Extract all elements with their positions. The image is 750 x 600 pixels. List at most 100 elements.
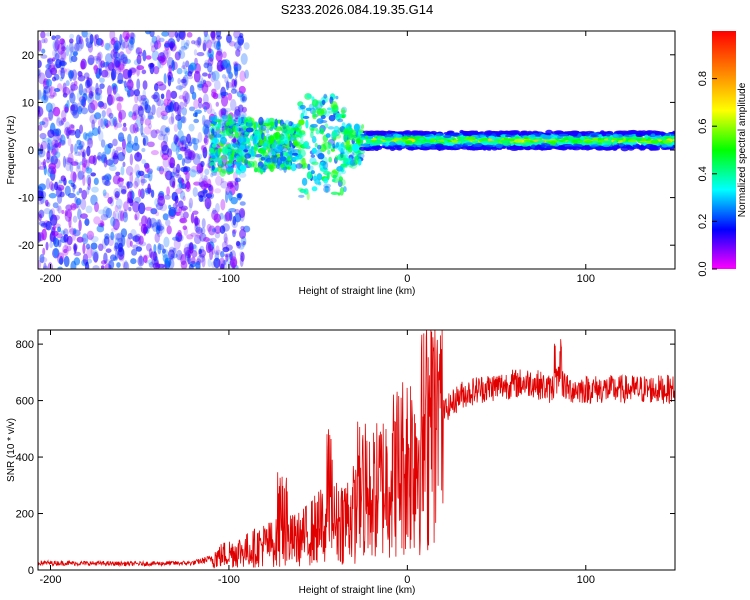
spectrogram-cell	[445, 142, 455, 146]
spectrogram-cell	[272, 155, 278, 164]
spectrogram-cell	[265, 117, 270, 124]
spectrogram-cell	[483, 132, 493, 136]
spectrogram-cell	[271, 151, 276, 156]
spectrogram-cell	[200, 160, 205, 168]
spectrogram-cell	[168, 258, 175, 269]
spectrogram-cell	[305, 119, 309, 129]
spectrogram-cell	[87, 54, 95, 66]
spectrogram-cell	[79, 140, 85, 148]
spectrogram-cell	[71, 102, 79, 114]
spectrogram-cell	[180, 45, 188, 51]
spectrogram-cell	[105, 53, 113, 64]
spectrogram-cell	[650, 139, 659, 144]
spectrogram-cell	[163, 73, 167, 84]
spectrogram-cell	[61, 209, 65, 215]
colorbar-tick-label: 0.8	[697, 71, 709, 86]
spectrogram-cell	[215, 175, 223, 186]
spectrogram-cell	[142, 80, 148, 90]
spectrogram-cell	[134, 119, 142, 128]
spectrogram-cell	[97, 151, 103, 162]
spectrogram-cell	[147, 183, 151, 195]
spectrogram-cell	[212, 92, 219, 100]
spectrogram-cell	[284, 133, 289, 139]
spectrogram-cell	[220, 91, 229, 97]
spectrogram-cell	[56, 115, 60, 124]
spectrogram-cell	[38, 147, 42, 155]
spectrogram-cell	[55, 186, 63, 198]
spectrogram-cell	[164, 257, 169, 265]
spectrogram-cell	[229, 159, 234, 164]
spectrogram-cell	[121, 41, 129, 49]
spectrogram-cell	[62, 245, 69, 257]
spectrogram-cell	[100, 213, 109, 221]
spectrogram-cell	[311, 147, 317, 154]
spectrogram-cell	[126, 237, 132, 249]
spectrogram-cell	[180, 38, 186, 50]
spectrogram-cell	[88, 234, 93, 241]
spectrogram-cell	[186, 180, 191, 190]
spectrogram-cell	[254, 153, 262, 158]
spectrogram-cell	[317, 152, 325, 160]
spectrogram-cell	[60, 49, 67, 60]
spectrogram-cell	[163, 171, 168, 177]
spectrogram-cell	[220, 259, 228, 269]
spectrogram-cell	[292, 148, 300, 154]
spectrogram-cell	[69, 46, 76, 53]
spectrogram-cell	[174, 199, 179, 207]
spectrogram-cell	[117, 204, 122, 213]
spectrogram-cell	[655, 131, 661, 136]
spectrogram-cell	[309, 165, 314, 171]
spectrogram-cell	[133, 89, 141, 97]
spectrogram-cell	[235, 240, 241, 247]
spectrogram-cell	[219, 168, 226, 177]
spectrogram-cell	[148, 248, 153, 259]
spectrogram-cell	[166, 225, 172, 235]
spectrogram-cell	[170, 76, 174, 83]
spectrogram-cell	[315, 129, 320, 135]
spectrogram-cell	[164, 260, 168, 269]
spectrogram-cell	[38, 209, 45, 219]
spectrogram-cell	[83, 72, 90, 79]
spectrogram-cell	[320, 114, 326, 120]
spectrogram-cell	[72, 51, 78, 57]
snr-frame	[37, 329, 676, 571]
spectrogram-cell	[214, 225, 222, 234]
spectrogram-cell	[183, 98, 188, 108]
spectrogram-cell	[157, 223, 165, 234]
spectrogram-cell	[164, 257, 172, 268]
spectrogram-cell	[203, 126, 211, 138]
spectrogram-cell	[168, 64, 172, 74]
spectrogram-cell	[141, 147, 146, 153]
spectrogram-cell	[128, 111, 134, 118]
spectrogram-cell	[56, 187, 65, 197]
spectrogram-cell	[235, 48, 241, 57]
spectrogram-cell	[298, 194, 305, 198]
spectrogram-cell	[85, 86, 92, 93]
spectrogram-cell	[114, 242, 119, 250]
spectrogram-cell	[221, 146, 229, 156]
spectrogram-cells	[38, 31, 675, 269]
spectrogram-cell	[62, 82, 67, 94]
spectrogram-cell	[82, 174, 86, 186]
spectrogram-cell	[202, 124, 210, 135]
spectrogram-cell	[418, 137, 425, 141]
spectrogram-cell	[84, 79, 91, 89]
spectrogram-cell	[38, 39, 42, 52]
spectrogram-cell	[196, 153, 203, 160]
spectrogram-cell	[101, 175, 105, 181]
spectrogram-cell	[166, 57, 174, 69]
spectrogram-cell	[234, 78, 238, 88]
spectrogram-cell	[310, 154, 316, 158]
spectrogram-cell	[169, 171, 176, 178]
colorbar-tick-label: 0.6	[697, 119, 709, 134]
spectrogram-cell	[62, 228, 69, 237]
spectrogram-cell	[97, 118, 105, 128]
spectrogram-cell	[46, 201, 51, 208]
spectrogram-cell	[224, 191, 229, 203]
spectrogram-cell	[235, 169, 242, 174]
spectrogram-cell	[68, 216, 72, 228]
spectrogram-cell	[38, 69, 41, 77]
spectrogram-cell	[321, 99, 326, 105]
spectrogram-cell	[61, 109, 67, 121]
